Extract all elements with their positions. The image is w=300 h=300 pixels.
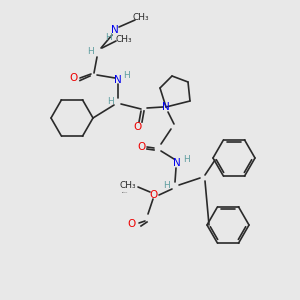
Text: N: N [162, 102, 170, 112]
Text: H: H [106, 98, 113, 106]
Text: CH₃: CH₃ [116, 34, 132, 43]
Text: N: N [111, 25, 119, 35]
Text: CH₃: CH₃ [133, 14, 149, 22]
Text: O: O [128, 219, 136, 229]
Text: N: N [114, 75, 122, 85]
Text: H: H [164, 181, 170, 190]
Text: H: H [87, 47, 93, 56]
Text: O: O [70, 73, 78, 83]
Text: N: N [173, 158, 181, 168]
Text: methoxy: methoxy [122, 191, 128, 193]
Text: H: H [183, 154, 189, 164]
Text: O: O [137, 142, 145, 152]
Text: CH₃: CH₃ [120, 182, 136, 190]
Text: H: H [105, 32, 111, 41]
Text: O: O [133, 122, 141, 132]
Text: O: O [150, 190, 158, 200]
Text: H: H [123, 71, 129, 80]
